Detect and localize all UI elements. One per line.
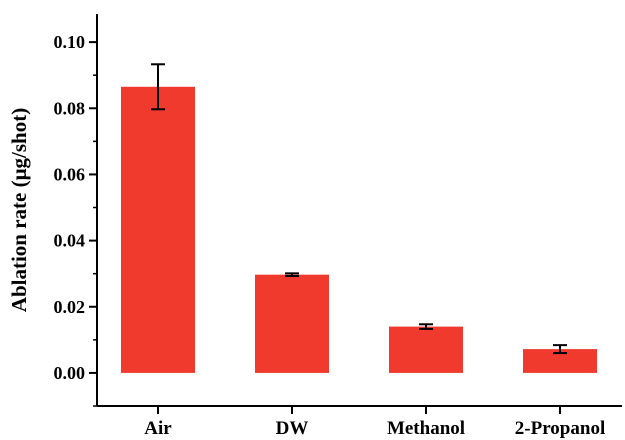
bars-group <box>121 86 597 373</box>
bar-air <box>121 86 195 373</box>
y-tick-label: 0.06 <box>54 164 86 184</box>
y-tick-label: 0.02 <box>54 297 86 317</box>
y-tick-label: 0.04 <box>54 231 86 251</box>
y-tick-label: 0.00 <box>54 363 86 383</box>
x-tick-label: Air <box>144 418 172 439</box>
y-ticks-group: 0.00 0.02 0.04 0.06 0.08 0.10 <box>54 32 97 407</box>
plot-area: 0.00 0.02 0.04 0.06 0.08 0.10 Air DW Methanol 2-… <box>54 14 622 439</box>
error-bars-group <box>151 63 567 355</box>
x-ticks-group: Air DW Methanol 2-Propanol <box>144 406 605 439</box>
y-axis-title: Ablation rate (μg/shot) <box>7 108 31 312</box>
x-tick-label: DW <box>276 418 309 439</box>
bar-2-propanol <box>523 349 597 373</box>
y-tick-label: 0.08 <box>54 98 86 118</box>
x-tick-label: Methanol <box>387 418 465 439</box>
bar-methanol <box>389 326 463 373</box>
x-tick-label: 2-Propanol <box>515 418 605 439</box>
bar-dw <box>255 274 329 373</box>
y-tick-label: 0.10 <box>54 32 86 52</box>
